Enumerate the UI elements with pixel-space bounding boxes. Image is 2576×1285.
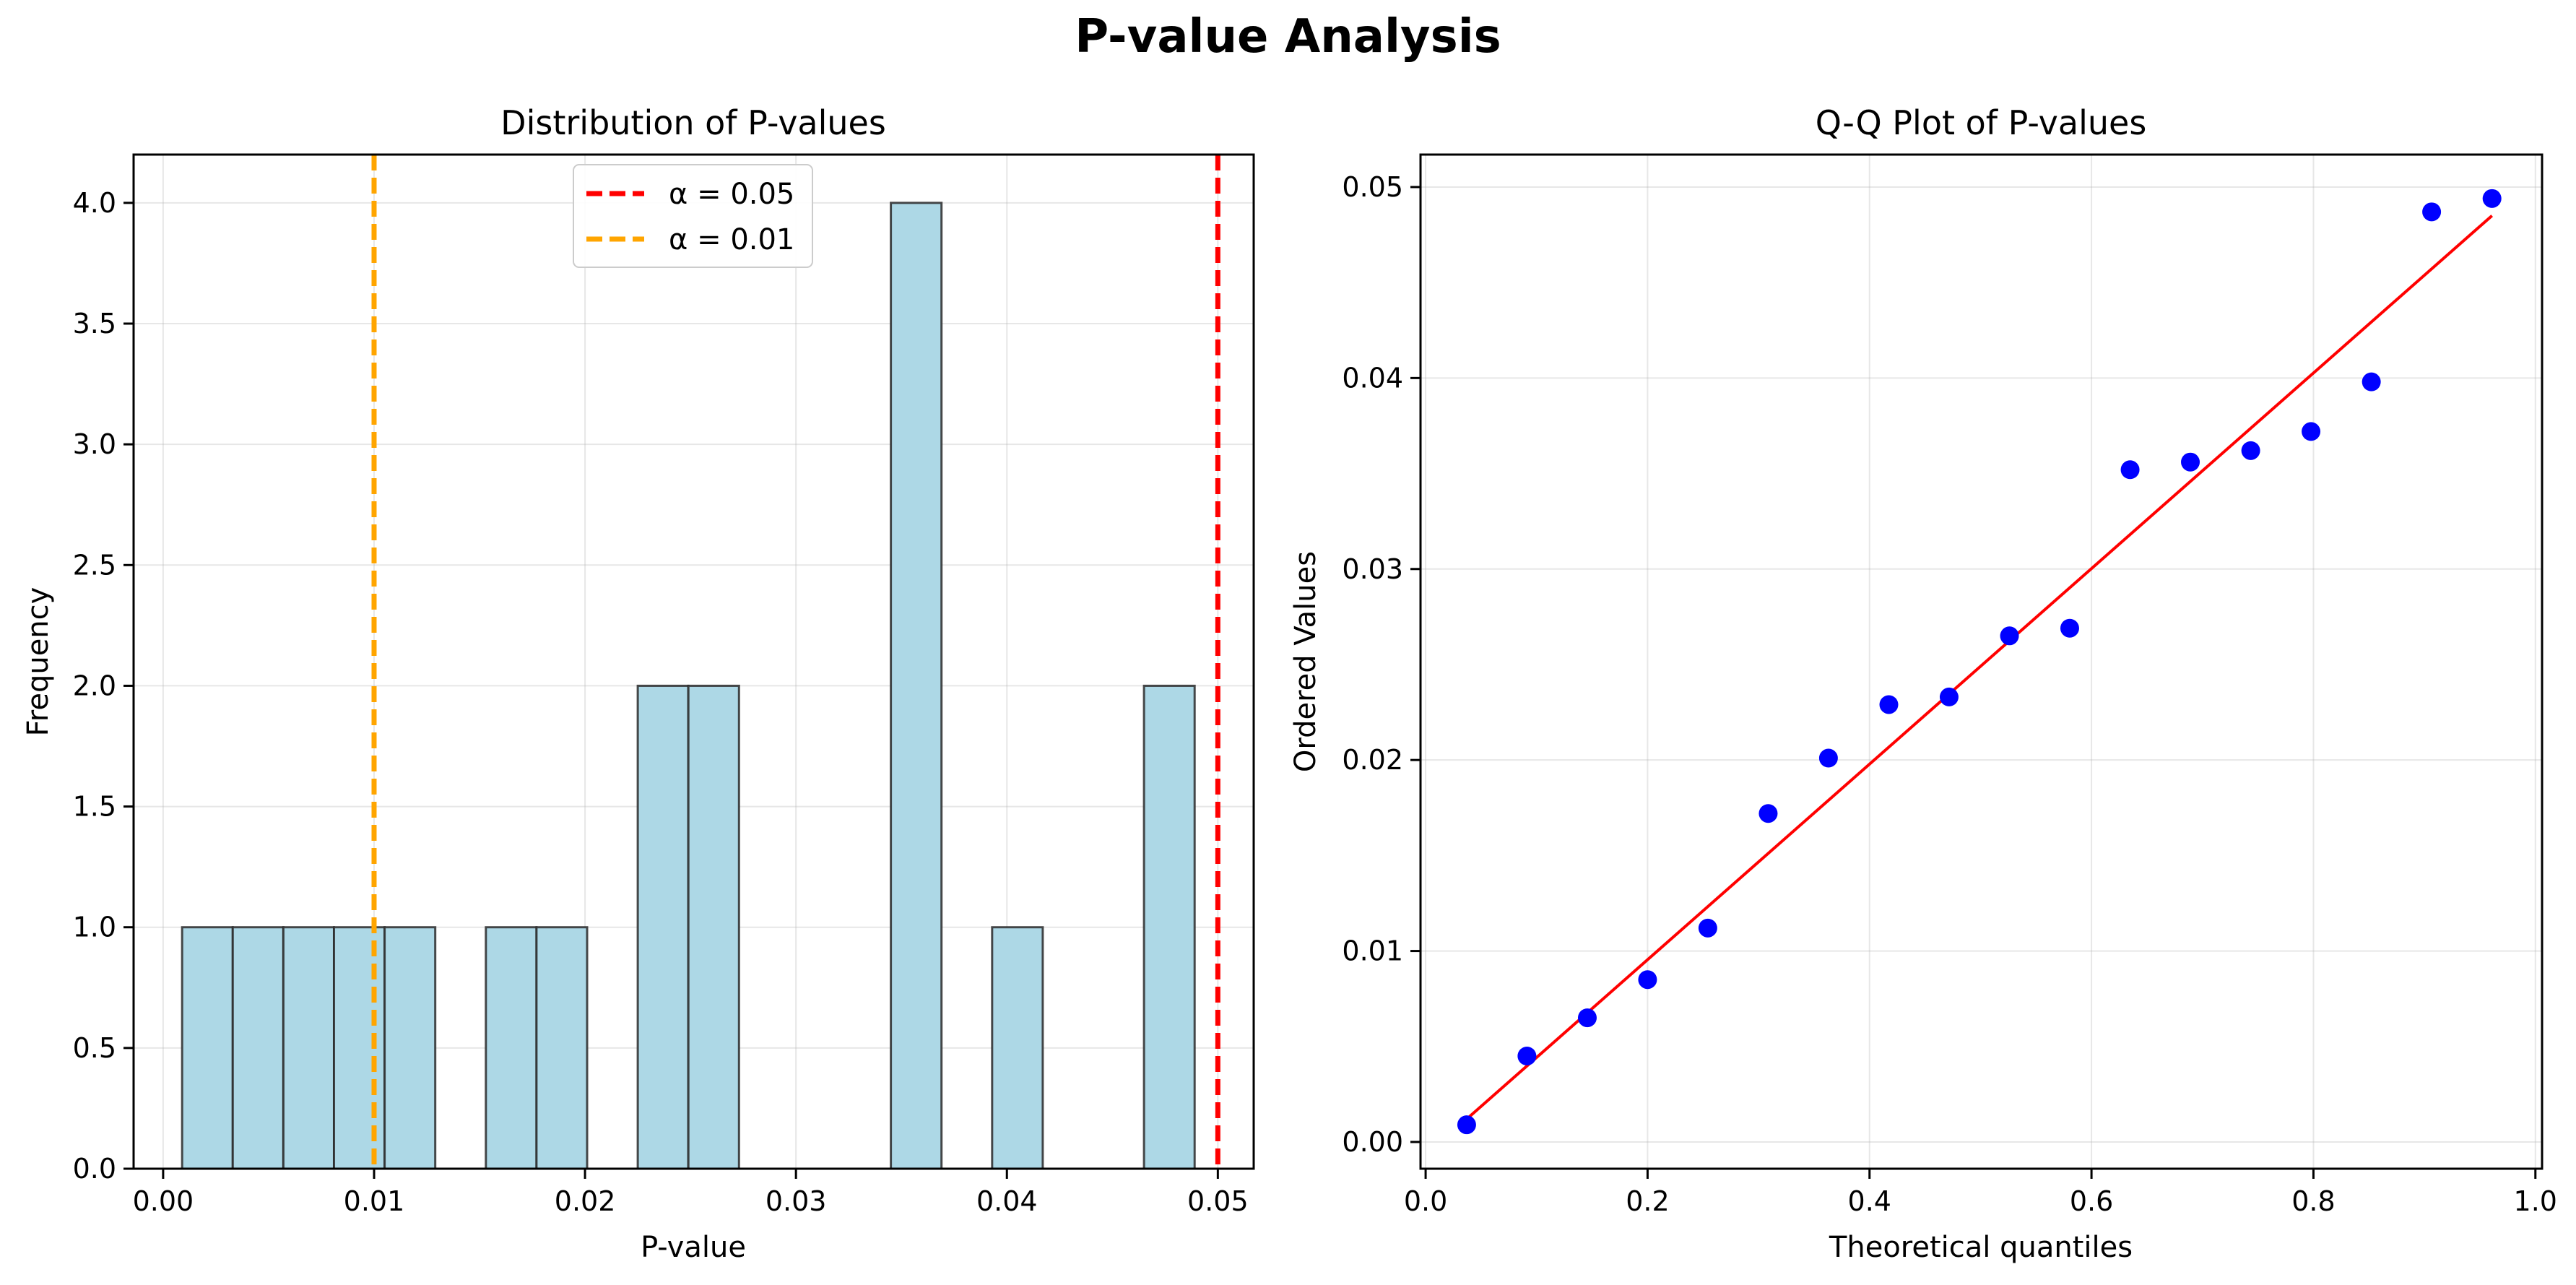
qq-xtick-label: 0.2 xyxy=(1626,1185,1669,1217)
qq-point xyxy=(1758,804,1778,823)
qq-point xyxy=(1577,1008,1597,1028)
histogram-xlabel: P-value xyxy=(641,1231,746,1264)
histogram-xtick-label: 0.04 xyxy=(976,1185,1038,1217)
histogram-bars xyxy=(181,202,1196,1169)
qq-gridlines xyxy=(1421,155,2542,1169)
histogram-xtick-label: 0.01 xyxy=(344,1185,405,1217)
histogram-ytick-label: 2.5 xyxy=(73,549,116,581)
qq-point xyxy=(2241,441,2260,460)
qq-xlabel: Theoretical quantiles xyxy=(1829,1231,2133,1264)
histogram-panel: 0.00 0.01 0.02 0.03 0.04 0.05 0.0 0.5 1.0 1.5 2.0… xyxy=(22,103,1255,1264)
qq-points xyxy=(1457,189,2502,1135)
histogram-ytick-label: 3.0 xyxy=(73,428,116,460)
histogram-bar xyxy=(231,926,285,1169)
qq-ytick-label: 0.01 xyxy=(1342,935,1403,967)
histogram-ytick-label: 1.5 xyxy=(73,791,116,823)
qq-point xyxy=(2000,626,2019,646)
qq-y-ticks: 0.00 0.01 0.02 0.03 0.04 0.05 xyxy=(1342,171,1421,1158)
qq-ytick-label: 0.05 xyxy=(1342,171,1403,203)
histogram-title: Distribution of P-values xyxy=(500,103,886,142)
qq-point xyxy=(2120,460,2140,480)
qq-ytick-label: 0.03 xyxy=(1342,553,1403,585)
qq-xtick-label: 0.6 xyxy=(2070,1185,2113,1217)
histogram-bar xyxy=(485,926,538,1169)
histogram-xtick-label: 0.00 xyxy=(133,1185,194,1217)
qq-point xyxy=(1818,748,1838,768)
histogram-bar xyxy=(383,926,437,1169)
histogram-bar xyxy=(332,926,386,1169)
qq-point xyxy=(2060,618,2079,638)
histogram-reference-lines xyxy=(371,155,1220,1169)
qq-point xyxy=(2362,372,2381,391)
qq-axes-frame xyxy=(1419,153,2544,1170)
histogram-bar xyxy=(991,926,1044,1169)
qq-title: Q-Q Plot of P-values xyxy=(1816,103,2147,142)
histogram-y-ticks: 0.0 0.5 1.0 1.5 2.0 2.5 3.0 3.5 4.0 xyxy=(73,187,134,1185)
histogram-x-ticks: 0.00 0.01 0.02 0.03 0.04 0.05 xyxy=(133,1169,1249,1217)
histogram-ytick-label: 4.0 xyxy=(73,187,116,219)
histogram-bar xyxy=(687,684,740,1169)
histogram-ytick-label: 0.5 xyxy=(73,1032,116,1064)
qq-xtick-label: 0.0 xyxy=(1404,1185,1447,1217)
legend-label-alpha-001: α = 0.01 xyxy=(669,223,794,256)
qq-point xyxy=(1457,1115,1476,1135)
histogram-xtick-label: 0.03 xyxy=(766,1185,827,1217)
histogram-bar xyxy=(535,926,589,1169)
histogram-ylabel: Frequency xyxy=(22,587,55,737)
histogram-bar xyxy=(1142,684,1196,1169)
histogram-bar xyxy=(181,926,234,1169)
histogram-bar xyxy=(890,202,943,1169)
qq-point xyxy=(2482,189,2502,208)
histogram-xtick-label: 0.05 xyxy=(1187,1185,1249,1217)
histogram-ytick-label: 0.0 xyxy=(73,1153,116,1185)
histogram-ytick-label: 3.5 xyxy=(73,308,116,339)
qq-point xyxy=(1638,970,1657,990)
histogram-legend: α = 0.05 α = 0.01 xyxy=(573,164,813,268)
qq-point xyxy=(2181,452,2200,472)
legend-label-alpha-005: α = 0.05 xyxy=(669,178,794,211)
histogram-xtick-label: 0.02 xyxy=(555,1185,616,1217)
histogram-axes-frame xyxy=(132,153,1255,1170)
qq-plot-panel: 0.0 0.2 0.4 0.6 0.8 1.0 0.000.010.020.030.040… xyxy=(1289,103,2557,1264)
histogram-ytick-label: 2.0 xyxy=(73,670,116,701)
qq-fit-line xyxy=(1465,215,2494,1120)
qq-x-ticks: 0.0 0.2 0.4 0.6 0.8 1.0 xyxy=(1404,1169,2557,1217)
qq-ylabel: Ordered Values xyxy=(1289,551,1322,772)
qq-ytick-label: 0.00 xyxy=(1342,1126,1403,1158)
qq-xtick-label: 0.8 xyxy=(2291,1185,2335,1217)
qq-point xyxy=(2422,202,2442,222)
qq-ytick-label: 0.04 xyxy=(1342,362,1403,394)
qq-ytick-label: 0.02 xyxy=(1342,744,1403,776)
figure-title: P-value Analysis xyxy=(1075,10,1501,64)
qq-point xyxy=(1517,1047,1537,1065)
histogram-ytick-label: 1.0 xyxy=(73,912,116,943)
qq-fit-line-segment xyxy=(1465,215,2494,1120)
histogram-bar xyxy=(636,684,690,1169)
qq-point xyxy=(2302,422,2321,441)
qq-point xyxy=(1698,918,1717,938)
qq-point xyxy=(1939,687,1959,706)
qq-xtick-label: 0.4 xyxy=(1848,1185,1891,1217)
histogram-bar xyxy=(282,926,335,1169)
qq-point xyxy=(1879,695,1899,714)
qq-xtick-label: 1.0 xyxy=(2514,1185,2557,1217)
